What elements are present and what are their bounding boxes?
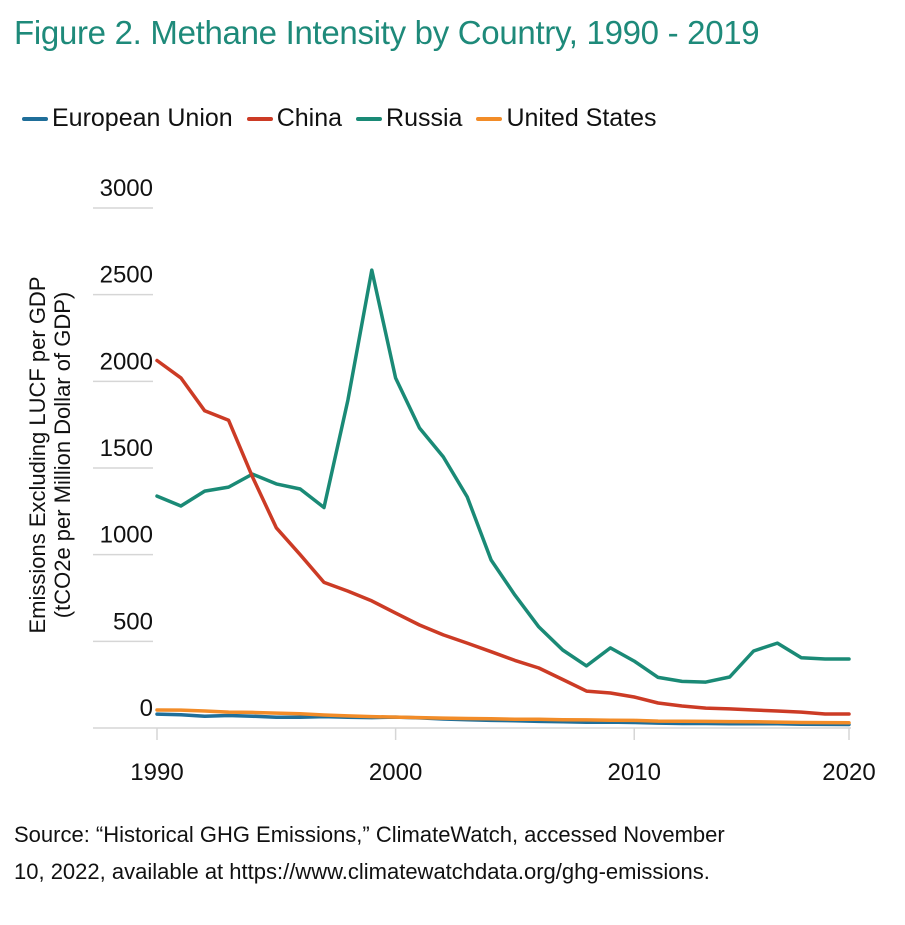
legend-swatch-european-union bbox=[22, 116, 48, 121]
chart-title: Figure 2. Methane Intensity by Country, … bbox=[14, 14, 760, 51]
legend-label-european-union: European Union bbox=[52, 104, 233, 132]
legend-label-russia: Russia bbox=[386, 104, 463, 132]
legend: European Union China Russia United State… bbox=[22, 104, 671, 133]
series-line-russia bbox=[155, 268, 851, 684]
y-tick-label: 1500 bbox=[100, 435, 153, 462]
y-tick-label: 2500 bbox=[100, 262, 153, 289]
x-tick-label: 1990 bbox=[130, 759, 183, 786]
legend-swatch-united-states bbox=[476, 116, 503, 121]
series-line-united-states bbox=[155, 708, 851, 725]
legend-item-china: China bbox=[246, 104, 343, 133]
legend-item-united-states: United States bbox=[476, 104, 657, 133]
y-tick-label: 3000 bbox=[100, 175, 153, 202]
legend-label-united-states: United States bbox=[506, 104, 657, 132]
source-line-1: Source: “Historical GHG Emissions,” Clim… bbox=[14, 822, 725, 847]
legend-item-european-union: European Union bbox=[22, 104, 233, 133]
x-tick-label: 2010 bbox=[608, 759, 661, 786]
x-tick-label: 2020 bbox=[822, 759, 875, 786]
y-tick-label: 1000 bbox=[100, 522, 153, 549]
y-tick-label: 500 bbox=[113, 608, 153, 635]
legend-swatch-russia bbox=[356, 116, 383, 121]
legend-label-china: China bbox=[276, 104, 343, 132]
series-line-china bbox=[155, 358, 851, 716]
y-tick-label: 0 bbox=[140, 695, 153, 722]
source-note: Source: “Historical GHG Emissions,” Clim… bbox=[14, 816, 894, 890]
legend-item-russia: Russia bbox=[356, 104, 462, 133]
y-tick-label: 2000 bbox=[100, 348, 153, 375]
legend-swatch-china bbox=[246, 116, 273, 121]
source-line-2: 10, 2022, available at https://www.clima… bbox=[14, 859, 710, 884]
x-tick-label: 2000 bbox=[369, 759, 422, 786]
